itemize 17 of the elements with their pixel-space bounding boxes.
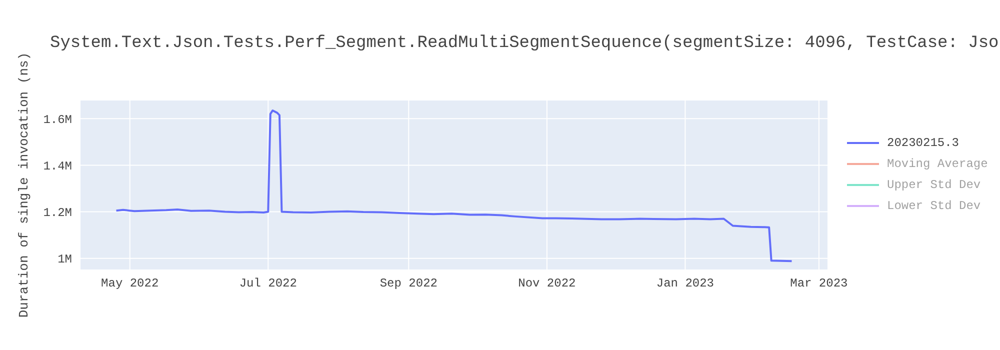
- y-tick-label: 1.4M: [43, 159, 72, 174]
- x-tick-label: Jul 2022: [239, 276, 297, 291]
- x-tick-label: May 2022: [101, 276, 159, 291]
- y-tick-label: 1M: [58, 252, 72, 267]
- legend-label: 20230215.3: [887, 136, 960, 150]
- legend-label: Moving Average: [887, 156, 988, 170]
- chart-title: System.Text.Json.Tests.Perf_Segment.ReadMultiSegmentSequence(segmentSize: 4096, TestCase: Jso: [50, 34, 999, 53]
- x-tick-label: Sep 2022: [380, 276, 438, 291]
- y-axis-title: Duration of single invocation (ns): [16, 52, 32, 318]
- y-tick-label: 1.2M: [43, 206, 72, 220]
- legend-label: Lower Std Dev: [887, 198, 981, 212]
- legend-label: Upper Std Dev: [887, 178, 981, 192]
- x-tick-label: Mar 2023: [790, 276, 848, 291]
- x-tick-label: Nov 2022: [518, 276, 576, 291]
- y-tick-label: 1.6M: [43, 112, 72, 127]
- x-tick-label: Jan 2023: [656, 276, 714, 291]
- line-series: [115, 109, 793, 262]
